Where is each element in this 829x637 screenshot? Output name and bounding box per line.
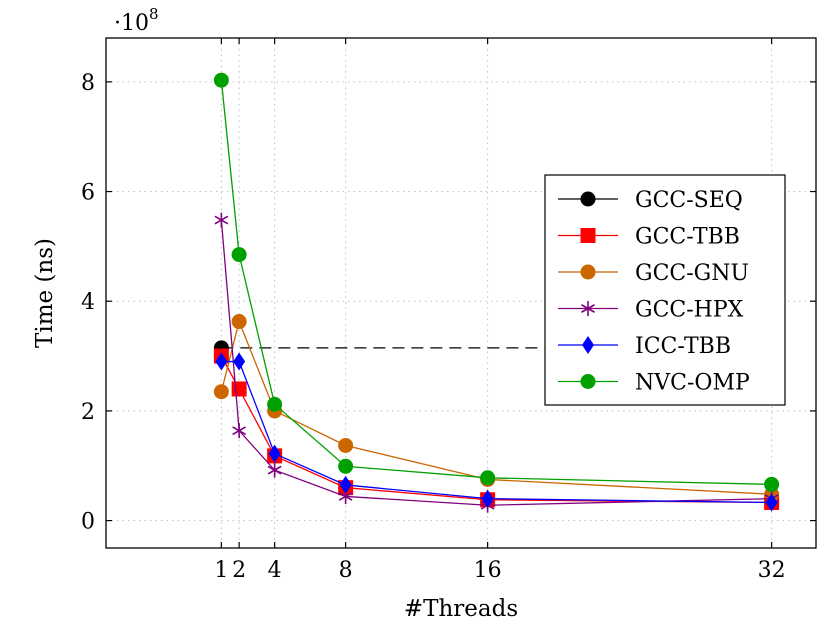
legend-marker-icc-tbb [582, 336, 594, 354]
x-axis-title: #Threads [404, 596, 518, 622]
data-point-nvc-omp [267, 396, 283, 412]
y-scale-multiplier: ·108 [114, 5, 159, 36]
legend-label-gcc-seq: GCC-SEQ [635, 188, 743, 213]
data-point-gcc-tbb [231, 381, 247, 397]
y-axis-title: Time (ns) [32, 238, 58, 348]
legend-label-gcc-tbb: GCC-TBB [635, 225, 740, 250]
data-point-gcc-hpx [232, 423, 247, 439]
legend-item-icc-tbb: ICC-TBB [558, 334, 731, 359]
legend-marker-gcc-gnu [580, 264, 596, 280]
data-point-icc-tbb [233, 352, 246, 371]
data-point-gcc-gnu [213, 384, 229, 400]
data-point-gcc-gnu [231, 314, 247, 330]
legend-item-nvc-omp: NVC-OMP [558, 371, 750, 396]
plot-frame [105, 37, 817, 549]
legend-item-gcc-tbb: GCC-TBB [558, 225, 740, 250]
y-scale-base: ·10 [114, 11, 149, 36]
legend-item-gcc-seq: GCC-SEQ [558, 188, 743, 213]
data-point-icc-tbb [339, 475, 352, 494]
legend-marker-nvc-omp [580, 374, 596, 389]
data-point-gcc-hpx [267, 462, 282, 478]
data-point-icc-tbb [481, 489, 494, 508]
x-tick-label: 4 [268, 558, 282, 583]
legend-label-nvc-omp: NVC-OMP [635, 371, 750, 396]
y-scale-exponent: 8 [149, 5, 159, 23]
legend-label-gcc-hpx: GCC-HPX [635, 298, 744, 323]
series-group [213, 72, 780, 513]
x-tick-label: 16 [474, 558, 502, 583]
legend-marker-gcc-seq [580, 191, 596, 207]
x-tick-label: 32 [758, 558, 786, 583]
x-tick-label: 2 [232, 558, 246, 583]
data-point-icc-tbb [765, 493, 778, 512]
legend-box [544, 174, 786, 406]
y-tick-label: 4 [81, 290, 95, 315]
x-tick-label: 8 [339, 558, 353, 583]
y-tick-label: 0 [81, 510, 95, 535]
series-line-gcc-hpx [220, 220, 772, 506]
data-point-icc-tbb [215, 352, 228, 371]
data-point-nvc-omp [480, 470, 496, 486]
y-tick-label: 8 [81, 71, 95, 96]
legend-marker-gcc-hpx [581, 301, 595, 316]
data-point-gcc-gnu [338, 437, 354, 453]
series-line-nvc-omp [220, 80, 772, 486]
legend-label-gcc-gnu: GCC-GNU [635, 261, 749, 286]
series-line-gcc-gnu [220, 319, 772, 495]
x-tick-label: 1 [214, 558, 228, 583]
data-point-nvc-omp [764, 476, 780, 492]
y-tick-label: 6 [81, 181, 95, 206]
data-point-gcc-hpx [214, 212, 229, 228]
legend-item-gcc-gnu: GCC-GNU [558, 261, 749, 286]
legend: GCC-SEQ GCC-TBB GCC-GNU GCC-HPX ICC-TBB NVC-O… [544, 174, 786, 406]
y-tick-label: 2 [81, 400, 95, 425]
legend-label-icc-tbb: ICC-TBB [635, 334, 731, 359]
legend-marker-gcc-tbb [580, 228, 596, 243]
data-point-icc-tbb [268, 444, 281, 463]
legend-item-gcc-hpx: GCC-HPX [558, 298, 744, 323]
data-point-nvc-omp [231, 247, 247, 263]
series-nvc-omp [213, 72, 780, 492]
data-point-nvc-omp [213, 72, 229, 88]
data-point-nvc-omp [338, 458, 354, 474]
series-icc-tbb [215, 352, 778, 512]
